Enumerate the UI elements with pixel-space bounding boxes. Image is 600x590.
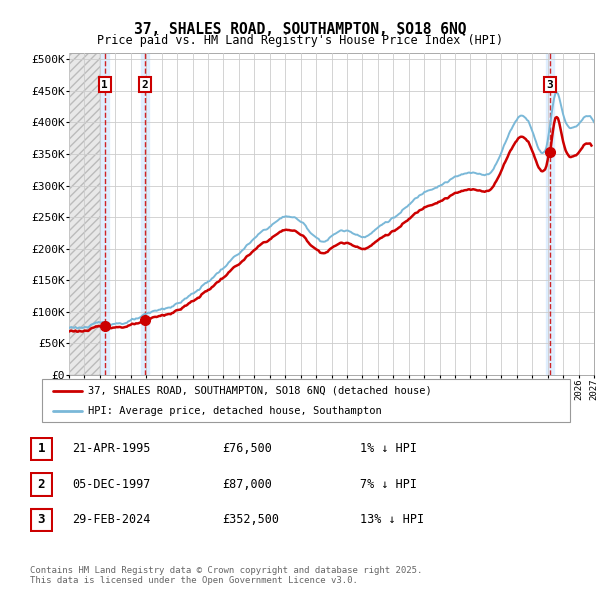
Text: 21-APR-1995: 21-APR-1995: [72, 442, 151, 455]
Text: 3: 3: [547, 80, 554, 90]
Bar: [101, 53, 109, 375]
Text: £352,500: £352,500: [222, 513, 279, 526]
Text: 1: 1: [38, 442, 45, 455]
Text: 29-FEB-2024: 29-FEB-2024: [72, 513, 151, 526]
Text: 3: 3: [38, 513, 45, 526]
Text: 05-DEC-1997: 05-DEC-1997: [72, 478, 151, 491]
Text: 2: 2: [142, 80, 148, 90]
Bar: [546, 53, 554, 375]
Bar: [69, 53, 100, 375]
Text: Price paid vs. HM Land Registry's House Price Index (HPI): Price paid vs. HM Land Registry's House …: [97, 34, 503, 47]
Text: 1% ↓ HPI: 1% ↓ HPI: [360, 442, 417, 455]
Text: HPI: Average price, detached house, Southampton: HPI: Average price, detached house, Sout…: [88, 407, 382, 416]
Text: £76,500: £76,500: [222, 442, 272, 455]
Text: £87,000: £87,000: [222, 478, 272, 491]
Text: 37, SHALES ROAD, SOUTHAMPTON, SO18 6NQ: 37, SHALES ROAD, SOUTHAMPTON, SO18 6NQ: [134, 22, 466, 37]
Text: 1: 1: [101, 80, 108, 90]
Text: 7% ↓ HPI: 7% ↓ HPI: [360, 478, 417, 491]
Text: 2: 2: [38, 478, 45, 491]
Text: 37, SHALES ROAD, SOUTHAMPTON, SO18 6NQ (detached house): 37, SHALES ROAD, SOUTHAMPTON, SO18 6NQ (…: [88, 386, 432, 396]
Text: 13% ↓ HPI: 13% ↓ HPI: [360, 513, 424, 526]
Text: Contains HM Land Registry data © Crown copyright and database right 2025.
This d: Contains HM Land Registry data © Crown c…: [30, 566, 422, 585]
Bar: [141, 53, 149, 375]
